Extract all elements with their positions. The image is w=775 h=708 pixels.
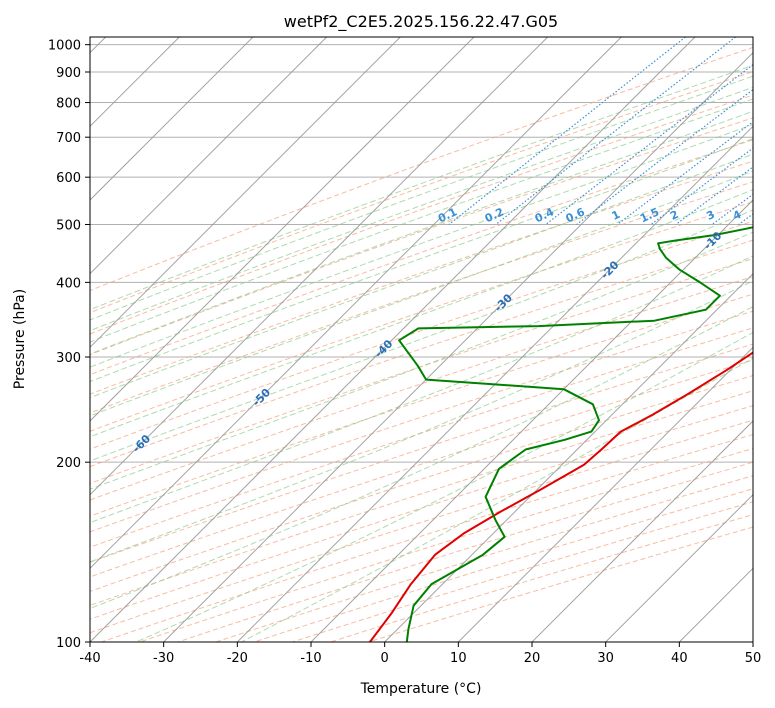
mixing-ratio-lines [448, 37, 753, 225]
dry-adiabats [90, 46, 753, 642]
dry-adiabat-line [90, 359, 753, 578]
y-tick-label: 500 [56, 218, 81, 233]
y-tick-label: 100 [56, 636, 81, 651]
dry-adiabat-line [90, 160, 753, 395]
dry-adiabat-line [90, 201, 753, 432]
x-tick-label: 40 [671, 651, 688, 666]
isotherm-line [236, 125, 753, 642]
y-tick-label: 1000 [48, 39, 81, 54]
isotherm-line [90, 37, 549, 496]
isotherms [90, 37, 753, 642]
x-tick-label: 20 [524, 651, 541, 666]
plot-frame [89, 36, 754, 643]
y-axis-ticks: 100 200 300 400 500 600 700 800 900 1000 [48, 39, 90, 651]
dry-adiabat-line [90, 310, 753, 533]
x-axis-ticks: -40 -30 -20 -10 0 10 20 30 40 50 [79, 642, 761, 666]
moist-adiabat-line [90, 231, 753, 490]
x-tick-label: -20 [227, 651, 248, 666]
moist-adiabats [90, 64, 753, 642]
moist-adiabat-line [135, 331, 753, 642]
moist-adiabat-line [90, 110, 753, 355]
y-tick-label: 300 [56, 351, 81, 366]
x-tick-label: 30 [597, 651, 614, 666]
x-tick-label: -30 [153, 651, 174, 666]
y-tick-label: 200 [56, 456, 81, 471]
mixing-ratio-line [545, 63, 753, 225]
dry-adiabat-line [90, 46, 753, 292]
moist-adiabat-line [90, 64, 753, 311]
x-tick-label: -10 [300, 651, 321, 666]
y-tick-label: 600 [56, 171, 81, 186]
dewpoint-trace [398, 226, 753, 642]
chart-title: wetPf2_C2E5.2025.156.22.47.G05 [284, 12, 558, 32]
moist-adiabat-line [90, 170, 753, 417]
moist-adiabat-line [90, 209, 753, 462]
moist-adiabat-line [241, 357, 753, 642]
isotherm-line [90, 37, 622, 570]
x-tick-label: 50 [745, 651, 762, 666]
isotherm-line [163, 51, 753, 642]
moist-adiabat-line [90, 138, 753, 383]
dry-adiabat-line [90, 117, 753, 356]
isotherm-line [310, 199, 753, 642]
moist-adiabat-line [90, 189, 753, 438]
moist-adiabat-line [90, 86, 753, 332]
pressure-gridlines [90, 44, 753, 642]
x-tick-label: 10 [450, 651, 467, 666]
dry-adiabat-line [90, 343, 753, 563]
isotherm-line [605, 493, 753, 642]
moist-adiabat-line [90, 98, 753, 343]
isotherm-line [531, 420, 753, 642]
moist-adiabat-line [90, 306, 753, 610]
temperature-trace [369, 351, 753, 642]
y-tick-label: 900 [56, 66, 81, 81]
dry-adiabat-line [90, 181, 753, 414]
y-tick-label: 700 [56, 131, 81, 146]
isotherm-line [90, 37, 328, 275]
isotherm-line [90, 37, 696, 642]
x-tick-label: -40 [79, 651, 100, 666]
dry-adiabat-line [90, 94, 753, 335]
y-tick-label: 400 [56, 276, 81, 291]
y-axis-label: Pressure (hPa) [12, 289, 28, 389]
profile-series [369, 226, 753, 642]
x-tick-label: 0 [381, 651, 389, 666]
isotherm-line [384, 272, 753, 642]
isotherm-line [90, 37, 475, 422]
moist-adiabat-line [90, 75, 753, 321]
dry-adiabat-line [90, 390, 753, 606]
isotherm-line [90, 37, 401, 349]
isotherm-line [90, 37, 254, 201]
x-axis-label: Temperature (°C) [360, 681, 482, 697]
dry-adiabat-line [90, 375, 753, 592]
y-tick-label: 800 [56, 97, 81, 112]
mixing-ratio-line [616, 121, 753, 225]
isotherm-line [457, 346, 753, 642]
dry-adiabat-line [90, 327, 753, 548]
